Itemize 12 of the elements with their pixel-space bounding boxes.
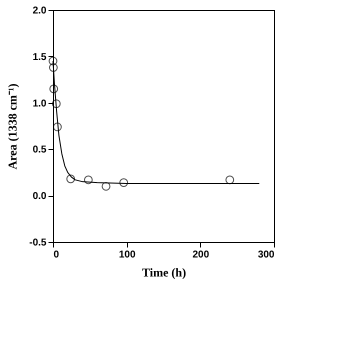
y-tick-label: 0.5 <box>32 144 47 156</box>
y-tick-label: 1.0 <box>32 98 47 110</box>
y-tick-label: 0.0 <box>32 191 47 202</box>
x-tick-label: 0 <box>54 250 60 260</box>
x-tick-label: 200 <box>192 250 210 260</box>
x-tick-label: 300 <box>258 250 275 260</box>
y-tick-label: -0.5 <box>29 238 47 248</box>
x-axis-title: Time (h) <box>142 266 186 280</box>
x-tick-label: 100 <box>118 250 136 260</box>
y-axis-title: Area (1338 cm⁻¹) <box>5 83 20 170</box>
y-tick-label: 2.0 <box>32 6 47 16</box>
y-tick-label: 1.5 <box>32 52 47 63</box>
